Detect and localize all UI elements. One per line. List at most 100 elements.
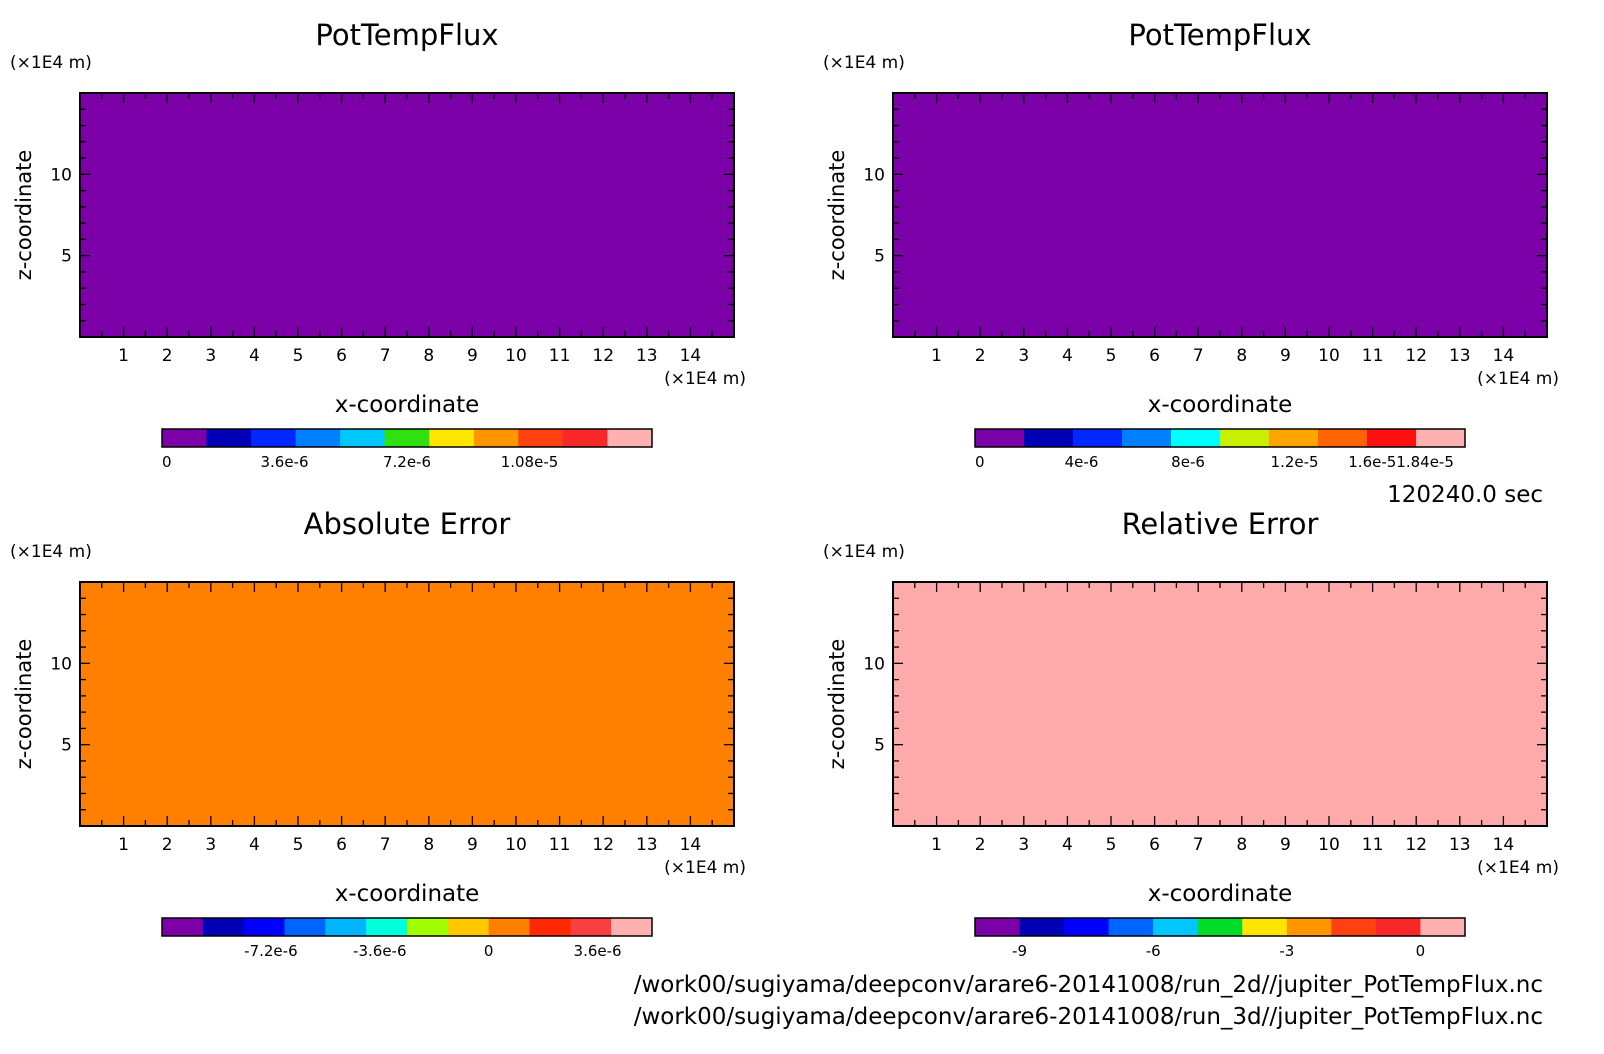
x-tick-label: 8 <box>423 346 434 366</box>
file-path-1: /work00/sugiyama/deepconv/arare6-2014100… <box>634 972 1543 998</box>
colorbar-segment <box>529 918 571 936</box>
colorbar-segment <box>429 429 475 447</box>
colorbar-segment <box>1416 429 1466 447</box>
y-unit-label: (×1E4 m) <box>823 53 905 73</box>
x-axis-label: x-coordinate <box>1148 881 1293 907</box>
x-tick-label: 4 <box>1062 835 1073 855</box>
x-tick-label: 8 <box>1236 346 1247 366</box>
x-tick-label: 5 <box>1106 346 1117 366</box>
y-unit-label: (×1E4 m) <box>10 542 92 562</box>
y-unit-label: (×1E4 m) <box>10 53 92 73</box>
field-fill <box>893 93 1547 337</box>
colorbar-segment <box>206 429 252 447</box>
x-tick-label: 4 <box>249 346 260 366</box>
chart-title: PotTempFlux <box>315 18 498 52</box>
colorbar-frame <box>161 428 653 448</box>
x-tick-label: 9 <box>467 835 478 855</box>
colorbar-segment <box>162 429 208 447</box>
colorbar-segment <box>251 429 297 447</box>
x-tick-label: 7 <box>1193 835 1204 855</box>
colorbar-segment <box>518 429 564 447</box>
colorbar-segment <box>243 918 285 936</box>
colorbar-segment <box>975 918 1021 936</box>
x-tick-label: 12 <box>592 835 614 855</box>
x-tick-label: 1 <box>118 346 129 366</box>
x-axis-label: x-coordinate <box>335 392 480 418</box>
colorbar-segment <box>162 918 204 936</box>
x-tick-label: 10 <box>505 346 527 366</box>
colorbar-label: -9 <box>1012 942 1027 960</box>
colorbar-frame <box>161 917 653 937</box>
x-tick-label: 8 <box>1236 835 1247 855</box>
x-tick-label: 13 <box>636 346 658 366</box>
time-label: 120240.0 sec <box>1387 482 1543 508</box>
colorbar-segment <box>473 429 519 447</box>
x-tick-label: 9 <box>1280 835 1291 855</box>
colorbar-label: 0 <box>162 453 172 471</box>
chart-panel-2: PotTempFlux(×1E4 m)1 2 3 4 5 6 7 8 9 10 11 12 13 1451… <box>823 18 1559 471</box>
x-tick-label: 4 <box>249 835 260 855</box>
colorbar-segment <box>1108 918 1154 936</box>
colorbar-frame <box>974 917 1466 937</box>
x-tick-label: 9 <box>1280 346 1291 366</box>
chart-panel-3: Absolute Error(×1E4 m)1 2 3 4 5 6 7 8 9 10 11 12 13 1… <box>10 507 746 960</box>
x-tick-label: 1 <box>118 835 129 855</box>
colorbar-segment <box>1367 429 1417 447</box>
x-tick-label: 14 <box>1493 835 1515 855</box>
panels-layer: PotTempFlux(×1E4 m)1 2 3 4 5 6 7 8 9 10 11 12 13 1451… <box>10 18 1559 960</box>
x-tick-label: 13 <box>1449 346 1471 366</box>
x-tick-label: 2 <box>162 346 173 366</box>
x-axis-label: x-coordinate <box>335 881 480 907</box>
x-tick-label: 2 <box>975 835 986 855</box>
colorbar-segment <box>1286 918 1332 936</box>
colorbar-segment <box>1220 429 1270 447</box>
x-tick-label: 6 <box>336 835 347 855</box>
colorbar-segment <box>1064 918 1110 936</box>
colorbar-segment <box>1331 918 1377 936</box>
colorbar-segment <box>295 429 341 447</box>
x-tick-label: 13 <box>1449 835 1471 855</box>
x-tick-label: 11 <box>1362 835 1384 855</box>
y-axis-label: z-coordinate <box>12 150 36 281</box>
x-tick-label: 2 <box>975 346 986 366</box>
x-tick-label: 2 <box>162 835 173 855</box>
colorbar-segment <box>340 429 386 447</box>
x-tick-label: 5 <box>1106 835 1117 855</box>
colorbar-segment <box>1171 429 1221 447</box>
y-tick-label: 5 <box>874 247 885 267</box>
y-tick-label: 10 <box>50 165 72 185</box>
colorbar-segment <box>570 918 612 936</box>
x-tick-label: 11 <box>549 346 571 366</box>
x-tick-label: 1 <box>931 346 942 366</box>
colorbar-segment <box>562 429 608 447</box>
colorbar-label: 1.6e-51.84e-5 <box>1348 453 1454 471</box>
colorbar-label: 0 <box>1416 942 1426 960</box>
x-tick-label: 14 <box>1493 346 1515 366</box>
colorbar-segment <box>325 918 367 936</box>
colorbar-segment <box>1019 918 1065 936</box>
colorbar-label: 3.6e-6 <box>574 942 622 960</box>
colorbar-label: -6 <box>1146 942 1161 960</box>
y-tick-label: 5 <box>61 247 72 267</box>
x-unit-label: (×1E4 m) <box>1477 858 1559 878</box>
x-tick-label: 14 <box>680 346 702 366</box>
x-tick-label: 12 <box>1405 346 1427 366</box>
colorbar-frame <box>974 428 1466 448</box>
y-tick-label: 10 <box>50 654 72 674</box>
y-axis-label: z-coordinate <box>825 639 849 770</box>
file-path-2: /work00/sugiyama/deepconv/arare6-2014100… <box>634 1004 1543 1030</box>
x-tick-label: 7 <box>1193 346 1204 366</box>
colorbar-segment <box>1242 918 1288 936</box>
colorbar-segment <box>284 918 326 936</box>
x-tick-label: 7 <box>380 835 391 855</box>
x-tick-label: 9 <box>467 346 478 366</box>
colorbar-segment <box>202 918 245 936</box>
colorbar-segment <box>488 918 530 936</box>
x-tick-label: 10 <box>1318 346 1340 366</box>
x-tick-label: 11 <box>1362 346 1384 366</box>
x-tick-label: 6 <box>1149 346 1160 366</box>
plot-frame <box>79 581 735 827</box>
x-tick-label: 6 <box>336 346 347 366</box>
colorbar-segment <box>447 918 490 936</box>
